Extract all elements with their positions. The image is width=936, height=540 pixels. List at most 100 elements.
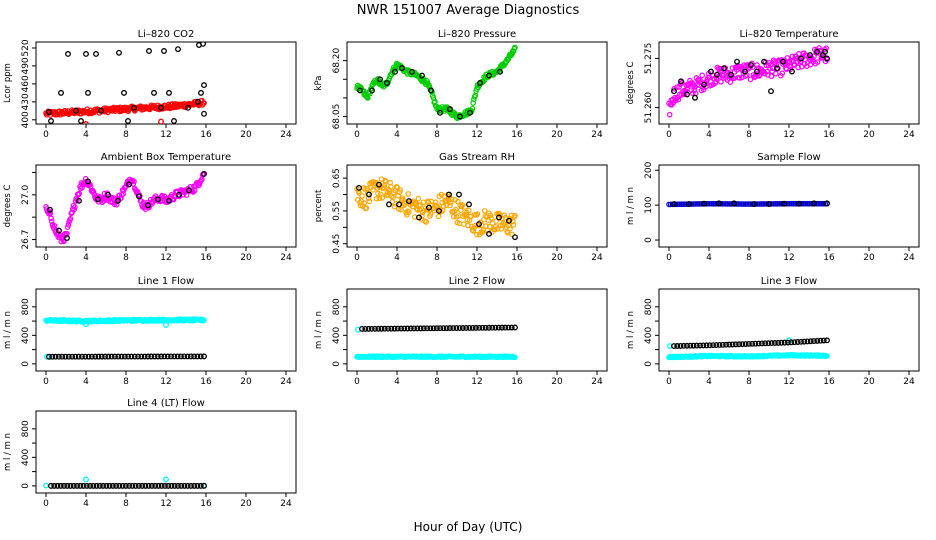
data-point — [406, 198, 412, 205]
series-2 — [44, 321, 169, 360]
data-point — [393, 201, 399, 207]
data-point — [184, 482, 191, 489]
data-point — [437, 109, 443, 116]
data-marks — [43, 42, 207, 124]
data-point — [103, 482, 110, 489]
x-tick-label: 24 — [280, 130, 292, 140]
y-tick-label: 68.05 — [332, 104, 342, 130]
data-point — [370, 187, 376, 193]
data-point — [90, 482, 97, 489]
data-point — [46, 353, 52, 360]
data-marks — [354, 176, 518, 241]
y-tick-label: 800 — [332, 298, 342, 315]
data-point — [674, 343, 681, 349]
data-point — [677, 342, 684, 349]
x-tick-label: 16 — [823, 130, 835, 140]
data-point — [113, 482, 120, 489]
data-point — [769, 201, 775, 207]
data-point — [131, 353, 138, 360]
data-point — [745, 340, 752, 347]
data-point — [453, 206, 459, 213]
x-tick-label: 8 — [123, 377, 129, 387]
data-point — [155, 196, 161, 203]
x-tick-label: 16 — [200, 253, 212, 263]
data-point — [754, 201, 761, 207]
data-point — [727, 79, 734, 85]
data-point — [181, 353, 188, 360]
data-point — [783, 66, 790, 72]
data-point — [148, 482, 155, 489]
data-point — [362, 325, 369, 332]
data-point — [201, 317, 207, 323]
panel-title: Line 3 Flow — [761, 276, 817, 287]
data-point — [820, 200, 827, 207]
data-point — [411, 325, 418, 332]
y-tick-label: 400 — [21, 448, 31, 465]
data-point — [366, 191, 372, 198]
data-point — [766, 201, 772, 208]
data-point — [686, 201, 692, 208]
data-point — [375, 325, 382, 332]
data-point — [108, 353, 115, 360]
data-marks — [43, 476, 207, 489]
data-point — [65, 222, 72, 228]
y-tick-label: 68.20 — [332, 47, 342, 73]
panel-1: Li–820 CO2 Lcor ppm 0 4 8 12 16 20 24 40043046049… — [3, 29, 297, 140]
data-marks — [666, 200, 830, 208]
data-point — [51, 223, 58, 229]
x-tick-label: 4 — [394, 377, 400, 387]
data-point — [146, 48, 152, 54]
data-point — [158, 353, 165, 360]
data-point — [48, 482, 54, 489]
data-point — [87, 482, 94, 489]
x-tick-label: 4 — [706, 130, 712, 140]
data-point — [398, 206, 404, 213]
series-3 — [46, 353, 207, 360]
data-point — [59, 353, 66, 360]
data-point — [381, 325, 388, 332]
data-point — [505, 324, 512, 331]
data-point — [450, 213, 457, 220]
data-point — [710, 200, 717, 207]
data-point — [185, 104, 191, 111]
x-tick-label: 20 — [240, 253, 252, 263]
data-point — [469, 105, 476, 112]
data-point — [136, 193, 142, 200]
data-point — [72, 204, 78, 210]
data-point — [707, 200, 713, 207]
data-point — [721, 65, 727, 72]
data-point — [100, 482, 107, 489]
data-point — [684, 91, 690, 98]
data-point — [788, 200, 795, 207]
y-axis-label: degrees C — [626, 62, 636, 105]
data-point — [708, 200, 715, 207]
data-point — [83, 476, 89, 483]
data-point — [506, 217, 512, 224]
data-point — [482, 324, 489, 331]
data-point — [467, 109, 473, 116]
data-point — [749, 340, 756, 347]
data-point — [775, 339, 782, 346]
x-tick-label: 12 — [160, 499, 171, 509]
data-point — [119, 482, 126, 489]
data-point — [448, 196, 455, 202]
x-tick-label: 8 — [434, 130, 440, 140]
data-point — [789, 53, 796, 60]
data-point — [165, 482, 172, 489]
x-tick-label: 8 — [746, 130, 752, 140]
data-point — [64, 482, 71, 489]
x-tick-label: 16 — [823, 377, 835, 387]
y-tick-label: 51.275 — [644, 43, 654, 75]
data-point — [48, 218, 55, 225]
data-point — [472, 324, 479, 331]
data-point — [801, 338, 808, 345]
data-point — [420, 199, 427, 206]
x-tick-label: 0 — [43, 499, 49, 509]
data-point — [184, 353, 191, 360]
data-point — [105, 353, 112, 360]
data-point — [155, 482, 162, 489]
data-point — [356, 185, 362, 191]
data-point — [118, 353, 125, 360]
data-point — [384, 80, 390, 86]
data-point — [64, 235, 70, 242]
